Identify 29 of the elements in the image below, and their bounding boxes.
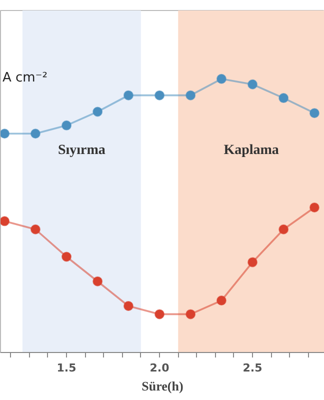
x-axis-title: Süre(h): [142, 378, 184, 394]
point: [62, 120, 72, 130]
point: [309, 202, 320, 212]
point: [186, 309, 196, 320]
point: [216, 74, 226, 84]
point: [248, 79, 258, 90]
point: [30, 224, 40, 234]
point: [92, 106, 103, 117]
x-tick-label: 2.5: [242, 362, 262, 374]
band-label: Sıyırma: [58, 143, 106, 158]
point: [30, 128, 40, 139]
point: [278, 93, 289, 104]
point: [278, 224, 289, 234]
point: [154, 309, 165, 320]
point: [0, 128, 10, 139]
point: [123, 300, 134, 311]
point: [186, 90, 196, 100]
x-tick-label: 1.5: [56, 362, 76, 374]
point: [0, 216, 10, 226]
point: [123, 90, 134, 100]
annotation: A cm⁻²: [2, 70, 48, 86]
point: [154, 90, 165, 100]
point: [309, 108, 320, 118]
point: [62, 252, 72, 262]
x-tick-label: 2.0: [150, 362, 170, 374]
point: [216, 296, 226, 306]
point: [248, 257, 258, 268]
point: [92, 276, 103, 286]
band-label: Kaplama: [224, 143, 279, 158]
